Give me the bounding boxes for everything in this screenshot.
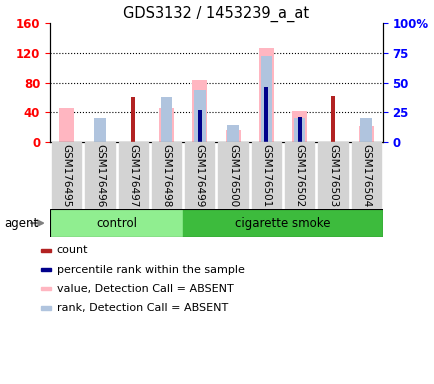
- Bar: [41, 287, 51, 291]
- Text: cigarette smoke: cigarette smoke: [235, 217, 330, 230]
- Bar: [284, 142, 313, 209]
- Bar: [194, 90, 205, 142]
- Bar: [94, 118, 105, 142]
- Bar: [218, 142, 247, 209]
- Bar: [131, 111, 135, 142]
- Bar: [359, 118, 371, 142]
- Bar: [41, 306, 51, 310]
- Text: count: count: [57, 245, 88, 255]
- Bar: [159, 108, 174, 142]
- Text: rank, Detection Call = ABSENT: rank, Detection Call = ABSENT: [57, 303, 227, 313]
- Text: GSM176497: GSM176497: [128, 144, 138, 207]
- Bar: [41, 249, 51, 252]
- Bar: [118, 142, 148, 209]
- Text: GSM176503: GSM176503: [327, 144, 337, 207]
- Bar: [292, 111, 306, 142]
- Bar: [251, 142, 280, 209]
- Bar: [85, 142, 114, 209]
- Bar: [185, 142, 214, 209]
- Text: GSM176504: GSM176504: [360, 144, 370, 207]
- Bar: [192, 79, 207, 142]
- Text: GSM176500: GSM176500: [227, 144, 237, 207]
- Bar: [258, 48, 273, 142]
- Text: agent: agent: [4, 217, 39, 230]
- Bar: [330, 96, 334, 142]
- Bar: [59, 108, 74, 142]
- Text: GSM176498: GSM176498: [161, 144, 171, 207]
- Bar: [330, 110, 334, 142]
- Bar: [225, 130, 240, 142]
- Bar: [227, 126, 238, 142]
- Bar: [318, 142, 347, 209]
- Text: GSM176499: GSM176499: [194, 144, 204, 207]
- Text: GSM176502: GSM176502: [294, 144, 304, 207]
- Bar: [183, 209, 382, 237]
- Title: GDS3132 / 1453239_a_at: GDS3132 / 1453239_a_at: [123, 5, 309, 22]
- Bar: [358, 126, 373, 142]
- Bar: [151, 142, 181, 209]
- Bar: [41, 268, 51, 271]
- Text: value, Detection Call = ABSENT: value, Detection Call = ABSENT: [57, 284, 233, 294]
- Bar: [52, 142, 81, 209]
- Bar: [131, 98, 135, 142]
- Bar: [351, 142, 380, 209]
- Bar: [197, 110, 201, 142]
- Bar: [50, 209, 183, 237]
- Text: control: control: [96, 217, 137, 230]
- Bar: [297, 117, 301, 142]
- Bar: [293, 118, 305, 142]
- Bar: [160, 97, 172, 142]
- Bar: [264, 87, 268, 142]
- Text: percentile rank within the sample: percentile rank within the sample: [57, 265, 244, 275]
- Text: GSM176501: GSM176501: [261, 144, 271, 207]
- Text: GSM176496: GSM176496: [95, 144, 105, 207]
- Text: GSM176495: GSM176495: [62, 144, 72, 207]
- Bar: [260, 56, 272, 142]
